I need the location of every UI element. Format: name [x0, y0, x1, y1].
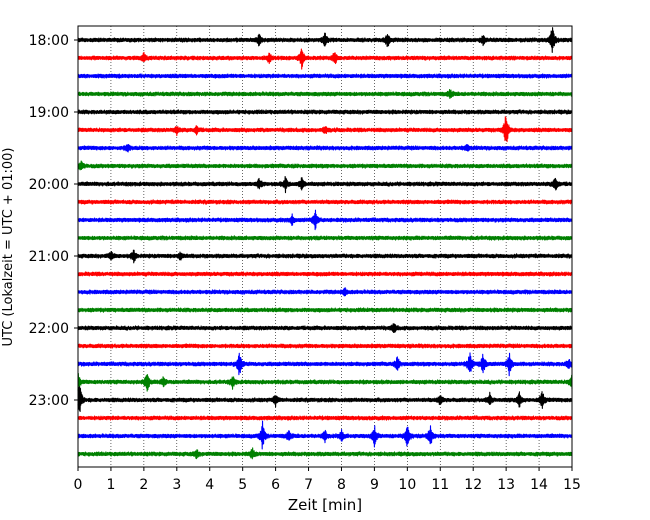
x-tick-label: 10 — [398, 477, 416, 493]
x-axis-ticks: 0 1 2 3 4 5 6 7 8 9 10 11 12 13 14 15 — [74, 467, 581, 493]
seismic-trace — [77, 73, 573, 79]
seismic-trace — [77, 352, 573, 377]
seismic-trace — [77, 176, 573, 194]
x-tick-label: 9 — [370, 477, 379, 493]
seismic-trace — [77, 109, 573, 115]
x-tick-label: 3 — [172, 477, 181, 493]
seismic-trace — [77, 415, 573, 421]
seismic-trace — [77, 116, 573, 143]
trace-layer — [77, 27, 573, 460]
seismic-trace — [77, 420, 573, 450]
x-axis-label: Zeit [min] — [288, 496, 362, 514]
plot-frame — [77, 25, 573, 468]
x-tick-label: 15 — [563, 477, 581, 493]
y-tick-label: 19:00 — [29, 105, 69, 121]
seismic-trace — [77, 199, 573, 205]
x-tick-label: 4 — [205, 477, 214, 493]
x-tick-label: 1 — [106, 477, 115, 493]
y-tick-label: 21:00 — [29, 249, 69, 265]
seismic-trace — [77, 249, 573, 264]
seismic-trace — [77, 307, 573, 313]
x-tick-label: 12 — [464, 477, 482, 493]
y-tick-label: 18:00 — [29, 33, 69, 49]
seismic-trace — [77, 372, 573, 392]
seismic-trace — [77, 271, 573, 277]
x-tick-label: 0 — [74, 477, 83, 493]
seismic-trace — [77, 48, 573, 70]
y-tick-label: 22:00 — [29, 321, 69, 337]
seismic-trace — [77, 209, 573, 231]
x-tick-label: 6 — [271, 477, 280, 493]
y-tick-label: 20:00 — [29, 177, 69, 193]
seismic-trace — [77, 89, 573, 99]
seismic-trace — [77, 143, 573, 153]
x-tick-label: 11 — [431, 477, 449, 493]
y-axis-ticks: 18:00 19:00 20:00 21:00 22:00 23:00 — [29, 33, 78, 409]
seismic-trace — [77, 323, 573, 334]
seismic-trace — [77, 447, 573, 460]
seismic-trace — [77, 160, 573, 171]
seismic-trace — [77, 343, 573, 349]
y-axis-label: UTC (Lokalzeit = UTC + 01:00) — [1, 148, 16, 347]
y-tick-label: 23:00 — [29, 393, 69, 409]
x-tick-label: 2 — [139, 477, 148, 493]
seismic-trace — [77, 386, 573, 413]
x-tick-label: 13 — [497, 477, 515, 493]
x-tick-label: 7 — [304, 477, 313, 493]
x-tick-label: 8 — [337, 477, 346, 493]
seismic-trace — [77, 287, 573, 297]
seismic-trace — [77, 27, 573, 53]
x-tick-label: 14 — [530, 477, 548, 493]
x-tick-label: 5 — [238, 477, 247, 493]
seismic-trace — [77, 235, 573, 241]
